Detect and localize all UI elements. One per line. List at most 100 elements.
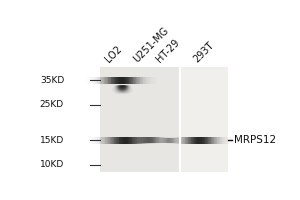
Bar (189, 137, 190, 144)
Bar (142, 77, 143, 84)
Text: HT-29: HT-29 (155, 37, 182, 64)
Bar (156, 138, 157, 143)
Bar (207, 137, 208, 144)
Bar (110, 137, 111, 144)
Bar (131, 77, 132, 84)
Bar (143, 137, 144, 144)
Bar (137, 137, 138, 144)
Bar (120, 137, 121, 144)
Bar (138, 137, 139, 144)
Bar (175, 137, 176, 144)
Bar (153, 138, 154, 143)
Text: 25KD: 25KD (40, 100, 64, 109)
Bar (218, 137, 219, 144)
Bar (127, 77, 128, 84)
Bar (98, 137, 99, 144)
Bar (87, 77, 88, 84)
Bar (104, 137, 105, 144)
Bar (160, 137, 161, 144)
Bar (139, 77, 140, 84)
Bar (162, 138, 163, 143)
Bar (211, 137, 212, 144)
Bar (111, 77, 112, 84)
Bar (176, 138, 177, 143)
Bar (171, 138, 172, 143)
Bar (96, 137, 97, 144)
Bar (116, 137, 117, 144)
Bar (204, 137, 205, 144)
Bar (117, 137, 118, 144)
Bar (146, 137, 147, 143)
Bar (183, 138, 184, 143)
Bar (144, 77, 145, 84)
Bar (152, 77, 153, 84)
Bar (119, 77, 120, 84)
Bar (136, 77, 137, 84)
Bar (129, 77, 130, 84)
Bar (177, 138, 178, 143)
Bar (190, 137, 191, 144)
Bar (153, 137, 154, 144)
Bar (170, 138, 171, 143)
Bar (155, 137, 156, 144)
Bar (103, 137, 104, 144)
Bar (148, 137, 149, 144)
Bar (129, 137, 130, 144)
Bar (88, 77, 89, 84)
Text: 293T: 293T (192, 40, 216, 64)
Bar (184, 137, 185, 144)
Bar (103, 77, 104, 84)
Bar (193, 137, 194, 144)
Bar (173, 138, 174, 143)
Bar (110, 77, 111, 84)
Bar (223, 137, 224, 144)
Bar (130, 137, 131, 144)
Bar (180, 137, 181, 144)
Bar (169, 137, 170, 143)
Bar (146, 137, 147, 144)
Bar (166, 137, 167, 143)
Bar (107, 77, 108, 84)
Bar (137, 77, 138, 84)
Bar (140, 137, 141, 144)
Bar (112, 137, 113, 144)
Bar (100, 137, 101, 144)
Bar (88, 137, 89, 144)
Bar (161, 138, 162, 143)
Bar (141, 137, 142, 143)
Bar (167, 137, 168, 144)
Bar (152, 137, 153, 144)
Text: LO2: LO2 (104, 44, 124, 64)
Bar (174, 137, 175, 144)
Bar (197, 137, 198, 144)
Bar (136, 137, 137, 143)
Bar (132, 77, 133, 84)
Bar (196, 137, 197, 144)
Bar (123, 137, 124, 144)
Bar (195, 137, 196, 144)
Bar (168, 137, 169, 143)
Bar (145, 137, 146, 144)
Bar (102, 137, 103, 144)
Bar (221, 137, 222, 144)
Bar (216, 137, 217, 144)
Bar (98, 77, 99, 84)
Bar (159, 137, 160, 144)
Bar (170, 137, 171, 143)
Bar (192, 137, 193, 144)
Bar (165, 138, 166, 143)
Bar (182, 137, 183, 144)
Bar (118, 77, 119, 84)
Bar (232, 137, 233, 144)
Bar (151, 77, 152, 84)
Bar (154, 77, 155, 84)
Bar (149, 137, 150, 143)
Bar (194, 137, 195, 144)
Bar (130, 77, 131, 84)
Bar (118, 137, 119, 144)
Bar (133, 137, 134, 144)
Bar (178, 137, 179, 144)
Bar (167, 138, 168, 143)
Bar (149, 77, 150, 84)
Bar (160, 137, 161, 143)
